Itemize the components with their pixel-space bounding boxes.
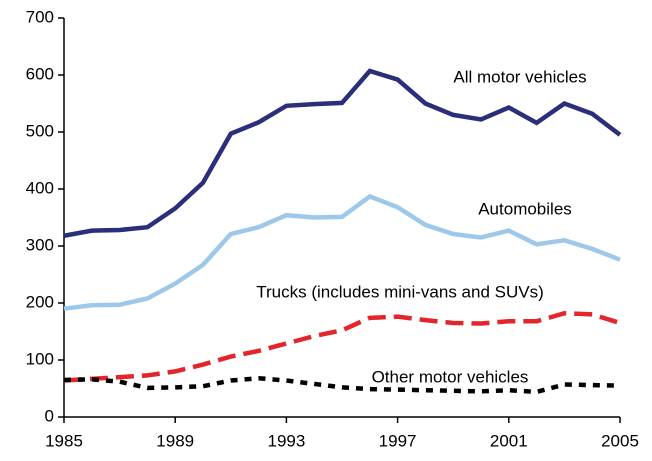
- series-label: Trucks (includes mini-vans and SUVs): [256, 282, 544, 301]
- series-line: [63, 68, 622, 238]
- y-tick-label: 700: [26, 7, 54, 26]
- y-tick-label: 600: [26, 64, 54, 83]
- series-line: [63, 193, 621, 311]
- y-tick-label: 0: [45, 406, 54, 425]
- x-tick-label: 1989: [156, 431, 194, 450]
- y-tick-label: 200: [26, 292, 54, 311]
- x-tick-label: 1993: [267, 431, 305, 450]
- y-tick-label: 500: [26, 121, 54, 140]
- series-label: Other motor vehicles: [372, 367, 529, 386]
- y-tick-label: 100: [26, 349, 54, 368]
- x-tick-label: 2001: [490, 431, 528, 450]
- x-tick-label: 2005: [601, 431, 639, 450]
- series-label: Automobiles: [478, 199, 572, 218]
- y-tick-label: 300: [26, 235, 54, 254]
- x-tick-label: 1997: [379, 431, 417, 450]
- series-line: [63, 375, 621, 395]
- series-line: [63, 310, 621, 383]
- series-label: All motor vehicles: [453, 67, 586, 86]
- y-tick-label: 400: [26, 178, 54, 197]
- x-tick-label: 1985: [45, 431, 83, 450]
